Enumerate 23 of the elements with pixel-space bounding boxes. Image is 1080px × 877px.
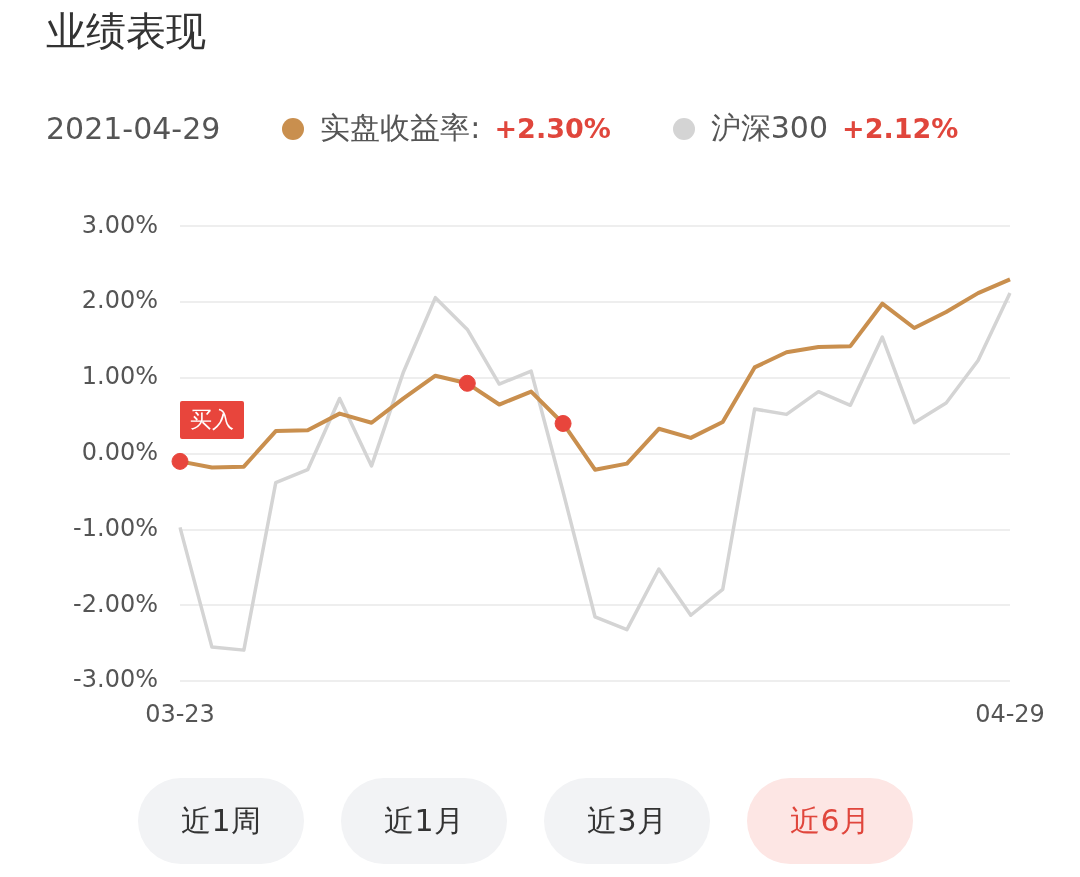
text: +2.30% bbox=[494, 113, 611, 144]
range-button: 近1周 bbox=[138, 778, 304, 864]
y-tick-label: 0.00% bbox=[81, 438, 158, 467]
annotation: 买入 bbox=[180, 401, 244, 440]
y-tick-label: -2.00% bbox=[73, 589, 158, 618]
y-tick-label: 2.00% bbox=[81, 286, 158, 315]
x-tick-label: 03-23 bbox=[145, 699, 215, 728]
range-button: 近3月 bbox=[544, 778, 710, 864]
point bbox=[458, 374, 476, 392]
x-tick-label: 04-29 bbox=[975, 699, 1045, 728]
point bbox=[554, 414, 572, 432]
y-tick-label: -1.00% bbox=[73, 513, 158, 542]
range-button: 近6月 bbox=[747, 778, 913, 864]
text: 2021-04-29 bbox=[46, 111, 221, 146]
legend-label: 沪深300 bbox=[710, 109, 829, 147]
y-tick-label: 3.00% bbox=[81, 210, 158, 239]
range-button: 近1月 bbox=[341, 778, 507, 864]
point bbox=[171, 452, 189, 470]
legend-label: 实盘收益率: bbox=[320, 109, 481, 147]
chart-title: 业绩表现 bbox=[46, 7, 206, 56]
y-tick-label: 1.00% bbox=[81, 362, 158, 391]
y-tick-label: -3.00% bbox=[73, 665, 158, 694]
text: +2.12% bbox=[842, 113, 959, 144]
